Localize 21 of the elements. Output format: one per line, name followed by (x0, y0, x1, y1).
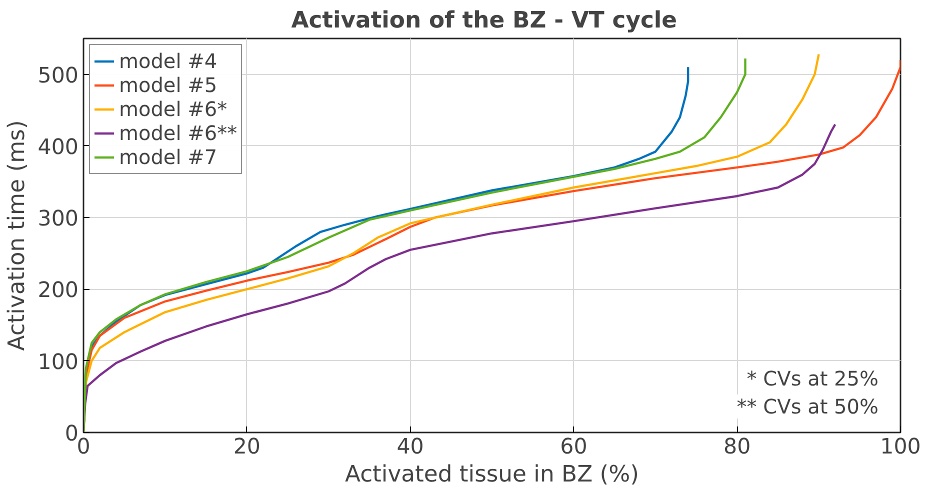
annotation: * CVs at 25% (746, 366, 879, 390)
y-tick-label: 500 (38, 63, 79, 88)
legend-label: model #6* (119, 97, 228, 121)
x-tick-label: 60 (560, 434, 588, 460)
annotation: ** CVs at 50% (736, 394, 879, 418)
y-tick-label: 100 (38, 350, 79, 375)
x-tick-label: 40 (396, 434, 424, 460)
line-series (84, 123, 836, 432)
legend-label: model #5 (119, 73, 218, 97)
y-axis-title: Activation time (ms) (4, 120, 30, 351)
legend-label: model #4 (119, 49, 218, 73)
chart-title: Activation of the BZ - VT cycle (291, 8, 678, 34)
legend-label: model #6** (119, 121, 238, 145)
y-tick-label: 400 (38, 134, 79, 160)
x-tick-label: 20 (233, 434, 260, 460)
legend-label: model #7 (119, 145, 218, 169)
y-tick-label: 200 (38, 278, 79, 304)
y-tick-label: 300 (38, 206, 79, 232)
x-axis-title: Activated tissue in BZ (%) (344, 462, 640, 488)
x-tick-label: 80 (724, 434, 751, 460)
x-tick-label: 100 (880, 434, 921, 460)
